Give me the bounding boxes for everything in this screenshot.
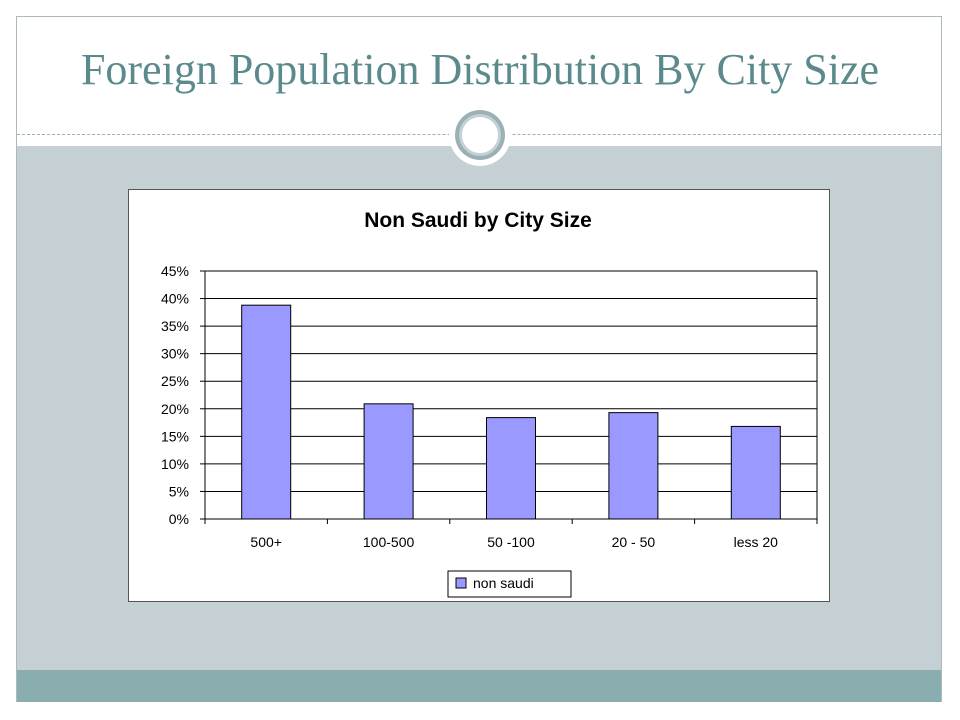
x-tick-labels: 500+ 100-500 50 -100 20 - 50 less 20 [250, 534, 778, 550]
bar [241, 304, 292, 520]
bar [363, 403, 414, 520]
y-tick-label: 20% [161, 401, 189, 417]
axes [200, 270, 818, 524]
y-tick-label: 10% [161, 456, 189, 472]
slide-title: Foreign Population Distribution By City … [80, 45, 880, 94]
chart-title: Non Saudi by City Size [364, 209, 592, 232]
x-tick-label: 50 -100 [487, 534, 535, 550]
divider-ring-center [459, 114, 501, 156]
bar-chart: Non Saudi by City Size 0% 5% 10% 15% 20% 25% 3… [161, 209, 818, 598]
y-tick-label: 45% [161, 263, 189, 279]
y-tick-label: 30% [161, 346, 189, 362]
bar [608, 412, 659, 520]
x-tick-label: less 20 [734, 534, 779, 550]
footer-band [17, 670, 941, 702]
y-tick-label: 5% [169, 483, 189, 499]
legend-box [447, 570, 572, 598]
y-tick-label: 40% [161, 291, 189, 307]
y-tick-label: 35% [161, 318, 189, 334]
legend: non saudi [447, 570, 572, 598]
y-tick-label: 15% [161, 428, 189, 444]
chart-frame: Non Saudi by City Size 0% 5% 10% 15% 20% 25% 3… [128, 189, 830, 602]
y-tick-label: 0% [169, 511, 189, 527]
grid-lines [205, 270, 817, 492]
y-tick-label: 25% [161, 373, 189, 389]
x-tick-label: 500+ [250, 534, 282, 550]
y-tick-labels: 0% 5% 10% 15% 20% 25% 30% 35% 40% 45% [161, 263, 189, 527]
legend-label: non saudi [473, 575, 534, 591]
x-tick-label: 20 - 50 [612, 534, 656, 550]
bars [241, 304, 781, 520]
bar [730, 425, 781, 520]
legend-swatch [455, 577, 467, 589]
bar [486, 417, 536, 520]
x-tick-label: 100-500 [363, 534, 415, 550]
